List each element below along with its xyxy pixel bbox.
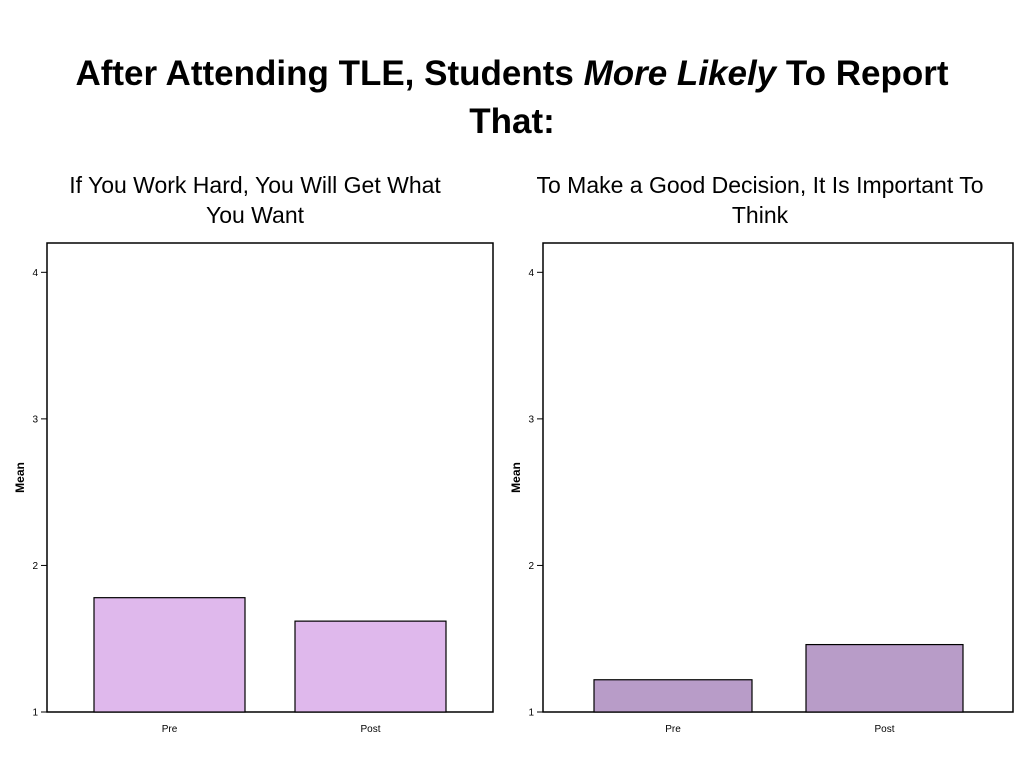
chart-1-x-tick-label: Post: [360, 724, 380, 735]
chart-1-bar-post: [294, 620, 447, 713]
page-title: After Attending TLE, Students More Likel…: [40, 50, 984, 146]
chart-2-y-tick-label: 3: [528, 414, 534, 425]
chart-2-plot-frame: [542, 242, 1014, 713]
chart-2-title: To Make a Good Decision, It Is Important…: [536, 172, 984, 228]
chart-2-bar-pre: [593, 679, 753, 713]
chart-2-y-axis-label: Mean: [509, 462, 523, 493]
chart-2-y-tick-label: 1: [528, 708, 534, 719]
chart-1-bar-pre: [93, 597, 246, 713]
chart-1: 1 2 3 4 Mean Pre Post: [13, 242, 494, 735]
chart-2-bar-post: [805, 643, 964, 713]
title-part-1: After Attending TLE, Students: [75, 54, 584, 93]
chart-2-x-tick-label: Post: [874, 724, 894, 735]
chart-2-y-tick-label: 2: [528, 561, 534, 572]
title-emphasis: More Likely: [583, 54, 777, 93]
chart-1-y-tick-label: 3: [32, 414, 38, 425]
chart-1-y-tick-label: 1: [32, 708, 38, 719]
chart-1-y-tick-label: 4: [32, 268, 38, 279]
chart-1-title: If You Work Hard, You Will Get What You …: [69, 172, 441, 228]
chart-1-y-tick-label: 2: [32, 561, 38, 572]
chart-1-y-axis-label: Mean: [13, 462, 27, 493]
title-part-2: To Report That:: [469, 54, 949, 141]
chart-1-plot-frame: [46, 242, 494, 713]
chart-2-y-tick-label: 4: [528, 268, 534, 279]
chart-1-x-tick-label: Pre: [162, 724, 178, 735]
chart-2-x-tick-label: Pre: [665, 724, 681, 735]
